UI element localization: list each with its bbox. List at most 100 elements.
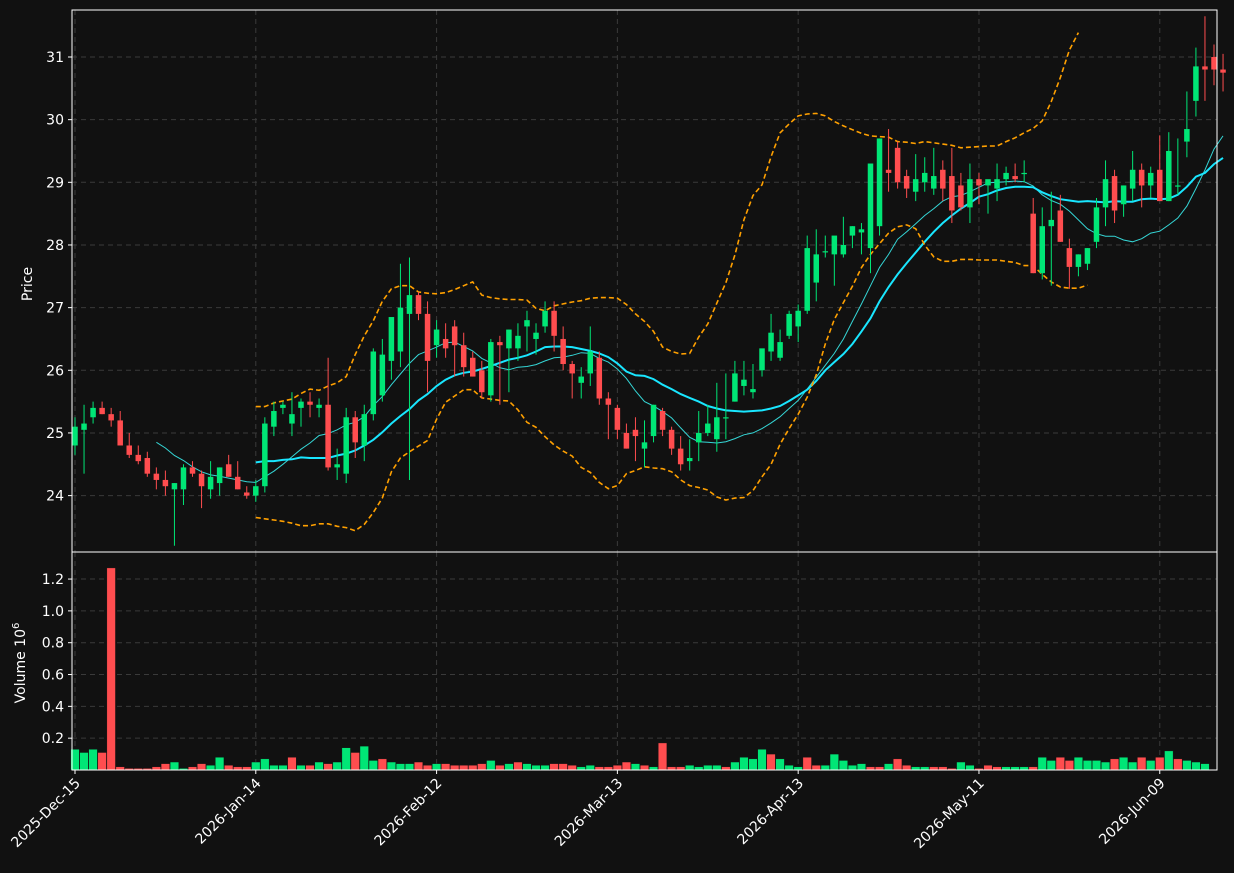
volume-bar — [612, 765, 622, 771]
volume-bar — [305, 765, 315, 771]
candle-body-up — [994, 179, 1000, 189]
candle-body-down — [244, 492, 250, 496]
volume-bar — [468, 765, 478, 771]
candle-body-up — [1084, 248, 1091, 264]
volume-bar — [658, 742, 668, 771]
candle-body-up — [72, 426, 78, 446]
volume-bar — [739, 757, 749, 771]
volume-bar — [730, 761, 740, 771]
volume-bar — [332, 761, 342, 771]
volume-bar — [748, 758, 758, 771]
volume-bar — [531, 765, 541, 771]
candle-body-up — [515, 335, 521, 349]
volume-bar — [459, 765, 469, 771]
volume-bar — [88, 749, 98, 771]
volume-bar — [278, 765, 288, 771]
volume-bar — [1073, 757, 1083, 771]
candle-body-down — [1138, 169, 1145, 186]
volume-bar — [1101, 761, 1111, 771]
candle-body-down — [1211, 56, 1217, 70]
candle-body-down — [442, 338, 449, 349]
volume-bar — [441, 763, 451, 771]
candle-body-down — [117, 420, 123, 446]
volume-tick-label: 0.8 — [42, 636, 64, 652]
candle-body-up — [1147, 172, 1154, 186]
candle-body-up — [1093, 207, 1100, 242]
volume-bar — [260, 758, 270, 771]
volume-bar — [956, 761, 966, 771]
volume-bar — [784, 765, 794, 771]
candle-body-up — [741, 379, 747, 386]
volume-bar — [621, 761, 631, 771]
price-tick-label: 30 — [46, 113, 64, 129]
candle-body-down — [632, 429, 639, 437]
candle-body-down — [99, 407, 105, 415]
volume-bar — [847, 765, 857, 771]
volume-bar — [414, 761, 424, 771]
candle-body-up — [1120, 185, 1127, 205]
volume-bar — [432, 763, 442, 771]
candle-body-up — [406, 295, 413, 314]
candle-body-up — [777, 342, 783, 358]
candle-body-down — [460, 345, 467, 368]
volume-bar — [1082, 760, 1092, 771]
candle-body-up — [433, 329, 440, 346]
candle-body-down — [1202, 66, 1208, 70]
candle-body-up — [524, 320, 530, 327]
volume-bar — [513, 761, 523, 771]
volume-bar — [504, 763, 514, 771]
volume-bar — [404, 763, 414, 771]
candle-body-up — [542, 310, 548, 327]
volume-plot-area — [70, 567, 1210, 771]
candle-body-up — [912, 179, 919, 192]
candle-body-up — [759, 348, 765, 371]
volume-tick-label: 0.6 — [42, 668, 64, 684]
candle-body-up — [840, 244, 847, 255]
candle-body-down — [325, 404, 331, 468]
candle-body-down — [614, 407, 621, 430]
candle-body-up — [298, 401, 304, 408]
volume-bar — [549, 763, 559, 771]
volume-bar — [884, 763, 894, 771]
candle-body-up — [967, 179, 973, 208]
volume-bar — [224, 765, 234, 771]
candle-body-up — [253, 486, 259, 496]
volume-bar — [1137, 757, 1147, 771]
candle-body-up — [280, 404, 286, 408]
volume-bar — [377, 758, 387, 771]
volume-bar — [1119, 757, 1129, 771]
volume-bar — [477, 763, 487, 771]
candle-body-up — [795, 310, 801, 327]
volume-bar — [1200, 763, 1210, 771]
volume-bar — [640, 765, 650, 771]
volume-bar — [811, 765, 821, 771]
candle-body-up — [289, 414, 295, 424]
candle-body-down — [1066, 248, 1073, 267]
candle-body-down — [958, 185, 964, 208]
volume-y-axis: 0.2 0.4 0.6 0.8 1.0 1.2 — [42, 572, 72, 747]
volume-tick-label: 1.2 — [42, 572, 64, 588]
volume-bar — [540, 765, 550, 771]
candle-body-up — [1166, 150, 1172, 202]
price-tick-label: 31 — [46, 50, 64, 66]
candle-body-down — [1012, 176, 1018, 180]
volume-bar — [1155, 757, 1165, 771]
candle-body-up — [271, 411, 277, 427]
candle-body-up — [695, 432, 702, 443]
candle-body-up — [641, 442, 648, 449]
candle-body-up — [985, 179, 991, 186]
candle-body-up — [81, 423, 87, 430]
candle-body-up — [714, 417, 720, 440]
volume-tick-label: 0.4 — [42, 699, 64, 715]
candle-body-up — [90, 407, 96, 418]
bollinger-band-line — [255, 32, 1080, 408]
volume-bar — [893, 758, 903, 771]
volume-bar — [251, 761, 261, 771]
volume-bar — [1110, 758, 1120, 771]
candle-body-down — [108, 414, 114, 421]
slow-moving-average-line — [255, 157, 1224, 464]
volume-bar — [856, 763, 866, 771]
candle-body-up — [316, 404, 322, 408]
price-plot-area — [72, 16, 1226, 546]
